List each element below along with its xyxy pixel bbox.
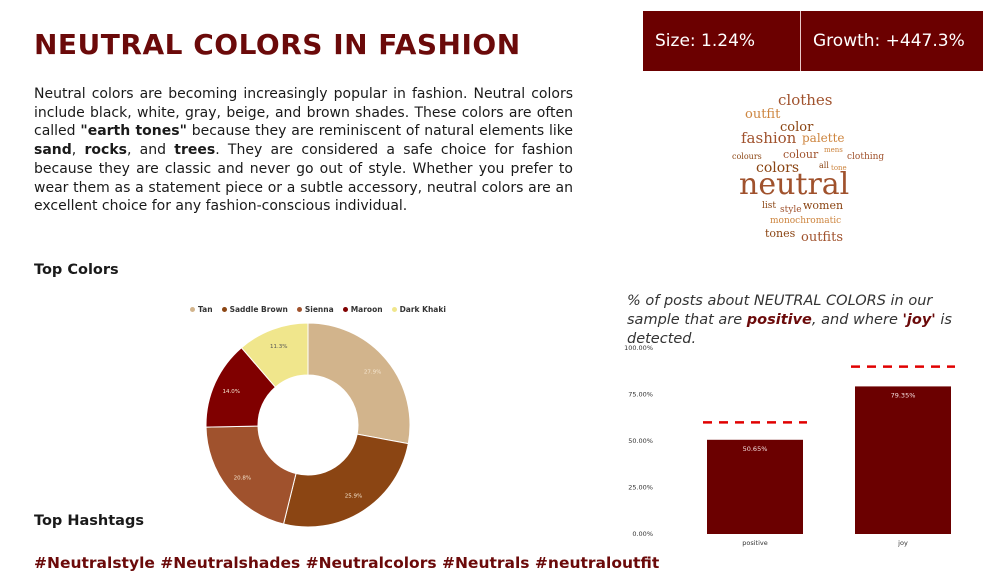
- word-cloud-term: style: [780, 205, 802, 215]
- x-tick-label: joy: [897, 539, 908, 547]
- y-tick-label: 0.00%: [632, 530, 653, 538]
- word-cloud-term: outfits: [801, 230, 843, 245]
- bar-value-label: 79.35%: [891, 391, 916, 399]
- word-cloud-term: colours: [732, 152, 762, 161]
- legend-swatch: [221, 307, 227, 312]
- pie-slice-label: 14.0%: [223, 389, 240, 395]
- legend-label: Dark Khaki: [399, 305, 446, 314]
- growth-stat-box: Growth: +447.3%: [800, 11, 983, 71]
- pie-legend: Tan Saddle Brown Sienna Maroon Dark Khak…: [190, 305, 446, 314]
- pie-slice: [240, 322, 309, 388]
- word-cloud: clothes outfit color fashion palette col…: [728, 90, 888, 248]
- y-tick-label: 75.00%: [628, 391, 653, 399]
- word-cloud-term: neutral: [739, 167, 850, 202]
- pie-slice-label: 27.9%: [364, 369, 381, 375]
- legend-label: Sienna: [304, 305, 334, 314]
- bar-chart: 0.00% 25.00% 50.00% 75.00% 100.00% 50.65% posi…: [624, 344, 955, 547]
- page-title: NEUTRAL COLORS IN FASHION: [34, 28, 521, 61]
- pie-slice-label: 25.9%: [345, 494, 362, 500]
- word-cloud-term: palette: [802, 131, 845, 145]
- pie-slice-label: 11.3%: [270, 344, 287, 350]
- legend-item: Dark Khaki: [391, 305, 446, 314]
- word-cloud-term: mens: [824, 146, 843, 154]
- word-cloud-term: tones: [765, 227, 796, 240]
- legend-swatch: [342, 307, 348, 312]
- y-tick-label: 100.00%: [624, 344, 653, 352]
- hashtags-text: #Neutralstyle #Neutralshades #Neutralcol…: [34, 554, 660, 572]
- legend-swatch: [190, 307, 195, 312]
- top-hashtags-heading: Top Hashtags: [34, 513, 144, 529]
- legend-item: Tan: [190, 305, 213, 314]
- word-cloud-term: all: [819, 161, 829, 170]
- legend-label: Maroon: [350, 305, 383, 314]
- bar-chart-caption: % of posts about NEUTRAL COLORS in our s…: [627, 293, 952, 347]
- growth-stat-text: Growth: +447.3%: [813, 31, 965, 51]
- legend-item: Saddle Brown: [221, 305, 288, 314]
- intro-paragraph: Neutral colors are becoming increasingly…: [34, 86, 574, 215]
- legend-item: Maroon: [342, 305, 383, 314]
- x-tick-label: positive: [742, 539, 768, 547]
- word-cloud-term: colour: [783, 148, 819, 161]
- word-cloud-term: outfit: [745, 107, 781, 122]
- word-cloud-term: women: [803, 199, 844, 212]
- word-cloud-term: clothes: [778, 91, 833, 109]
- size-stat-text: Size: 1.24%: [655, 31, 756, 51]
- legend-swatch: [391, 307, 397, 312]
- bar-value-label: 50.65%: [743, 445, 768, 453]
- pie-slice: [307, 322, 411, 445]
- top-colors-heading: Top Colors: [34, 262, 119, 278]
- legend-label: Saddle Brown: [229, 305, 288, 314]
- word-cloud-term: monochromatic: [770, 216, 842, 226]
- word-cloud-term: colors: [756, 160, 800, 176]
- legend-item: Sienna: [296, 305, 334, 314]
- bar: [855, 386, 951, 534]
- pie-slice: [282, 433, 409, 528]
- word-cloud-term: color: [780, 120, 814, 135]
- legend-swatch: [296, 307, 302, 312]
- donut-chart: 27.9% 25.9% 20.8% 14.0% 11.3%: [205, 322, 411, 528]
- word-cloud-term: list: [762, 201, 776, 211]
- word-cloud-term: fashion: [741, 129, 797, 147]
- bar: [707, 439, 803, 534]
- y-tick-label: 25.00%: [628, 484, 653, 492]
- legend-label: Tan: [198, 305, 213, 314]
- word-cloud-term: tone: [831, 164, 847, 172]
- word-cloud-term: clothing: [847, 152, 885, 162]
- size-stat-box: Size: 1.24%: [643, 11, 800, 71]
- y-tick-label: 50.00%: [628, 437, 653, 445]
- pie-slice-label: 20.8%: [234, 475, 251, 481]
